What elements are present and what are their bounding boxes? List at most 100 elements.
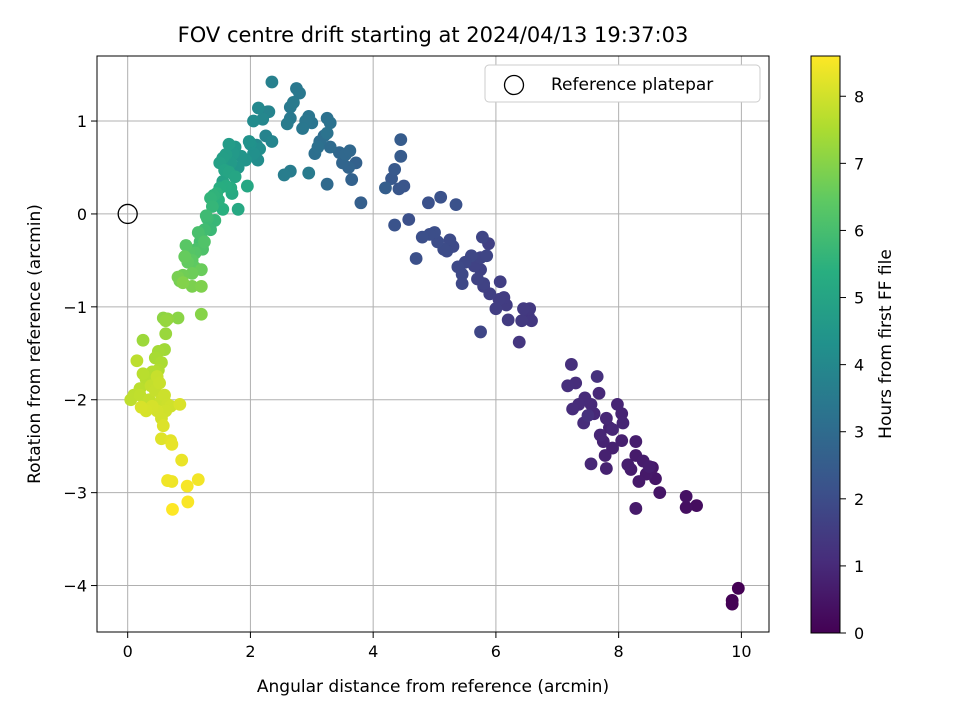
y-tick-label: 0 bbox=[77, 205, 87, 224]
colorbar-tick-label: 5 bbox=[854, 289, 864, 308]
scatter-point bbox=[599, 411, 613, 425]
scatter-point bbox=[205, 200, 219, 213]
reference-marker bbox=[117, 203, 138, 225]
scatter-point bbox=[265, 75, 279, 89]
x-tick-label: 4 bbox=[368, 642, 378, 661]
scatter-point bbox=[679, 489, 693, 503]
scatter-point bbox=[451, 260, 465, 274]
scatter-point bbox=[171, 311, 185, 325]
scatter-point bbox=[153, 376, 166, 390]
y-tick-label: 1 bbox=[77, 112, 87, 131]
x-tick-label: 2 bbox=[245, 642, 255, 661]
scatter-point bbox=[501, 313, 515, 327]
scatter-point bbox=[480, 249, 494, 263]
scatter-point bbox=[242, 135, 256, 148]
scatter-point bbox=[443, 233, 457, 247]
scatter-point bbox=[449, 198, 463, 212]
colorbar-tick-label: 8 bbox=[854, 87, 864, 106]
y-tick-label: −4 bbox=[63, 577, 87, 596]
scatter-point bbox=[323, 140, 337, 154]
scatter-point bbox=[561, 379, 575, 393]
scatter-point bbox=[247, 114, 260, 128]
scatter-point bbox=[629, 435, 643, 448]
scatter-point bbox=[632, 475, 646, 488]
scatter-point bbox=[286, 96, 300, 109]
scatter-point bbox=[136, 333, 150, 347]
scatter-point bbox=[231, 202, 245, 216]
colorbar-tick-label: 4 bbox=[854, 356, 864, 375]
scatter-point bbox=[179, 239, 193, 252]
scatter-point bbox=[599, 462, 613, 475]
scatter-point bbox=[629, 502, 643, 515]
colorbar-tick-label: 2 bbox=[854, 490, 864, 509]
scatter-point bbox=[323, 116, 337, 130]
scatter-point bbox=[564, 358, 578, 371]
x-axis-ticks: 0 2 4 6 8 10 bbox=[123, 632, 752, 661]
plot-frame bbox=[96, 55, 770, 633]
x-tick-label: 8 bbox=[614, 642, 624, 661]
scatter-point bbox=[615, 434, 629, 448]
scatter-point bbox=[598, 449, 612, 462]
scatter-point bbox=[181, 495, 195, 509]
scatter-point bbox=[191, 473, 205, 487]
scatter-point bbox=[345, 173, 359, 186]
scatter-point bbox=[320, 126, 334, 140]
scatter-point bbox=[178, 250, 192, 264]
scatter-point bbox=[621, 458, 635, 472]
scatter-point bbox=[194, 307, 208, 321]
scatter-point bbox=[592, 386, 606, 400]
scatter-point bbox=[489, 302, 503, 316]
chart-title: FOV centre drift starting at 2024/04/13 … bbox=[178, 23, 689, 47]
scatter-point bbox=[161, 474, 174, 487]
scatter-point bbox=[199, 209, 213, 223]
colorbar-tick-label: 1 bbox=[854, 557, 864, 576]
scatter-point bbox=[434, 190, 448, 204]
scatter-point bbox=[611, 397, 624, 411]
scatter-point bbox=[228, 170, 242, 184]
scatter-point bbox=[415, 230, 429, 244]
y-tick-label: −2 bbox=[63, 391, 87, 410]
scatter-point bbox=[517, 302, 530, 316]
scatter-point bbox=[173, 397, 187, 411]
scatter-point bbox=[394, 149, 408, 163]
colorbar-tick-label: 7 bbox=[854, 154, 864, 173]
scatter-point bbox=[474, 325, 487, 339]
scatter-point bbox=[584, 457, 598, 471]
scatter-point bbox=[159, 314, 173, 328]
x-tick-label: 0 bbox=[123, 642, 133, 661]
scatter-point bbox=[130, 354, 144, 368]
scatter-point bbox=[493, 275, 507, 289]
scatter-point bbox=[175, 453, 189, 467]
y-axis-label: Rotation from reference (arcmin) bbox=[25, 204, 45, 484]
scatter-point bbox=[277, 168, 291, 182]
legend-box bbox=[484, 64, 761, 103]
scatter-point bbox=[679, 501, 693, 514]
scatter-point bbox=[134, 400, 148, 414]
scatter-points bbox=[124, 75, 745, 611]
scatter-point bbox=[222, 137, 236, 151]
scatter-point bbox=[265, 135, 279, 148]
scatter-point bbox=[642, 460, 656, 474]
scatter-point bbox=[197, 235, 211, 249]
scatter-point bbox=[593, 428, 607, 442]
scatter-point bbox=[180, 479, 194, 493]
scatter-point bbox=[302, 166, 316, 180]
grid bbox=[97, 56, 769, 632]
scatter-point bbox=[240, 179, 254, 193]
scatter-point bbox=[690, 499, 703, 513]
colorbar-tick-label: 0 bbox=[854, 624, 864, 643]
scatter-point bbox=[409, 252, 423, 265]
scatter-point bbox=[616, 416, 630, 430]
scatter-point bbox=[725, 597, 739, 611]
scatter-point bbox=[194, 280, 208, 293]
scatter-point bbox=[280, 117, 294, 131]
x-axis-label: Angular distance from reference (arcmin) bbox=[257, 677, 609, 697]
scatter-point bbox=[566, 402, 580, 416]
scatter-point bbox=[515, 314, 529, 328]
scatter-point bbox=[392, 182, 406, 196]
scatter-point bbox=[156, 419, 170, 433]
legend: Reference platepar bbox=[484, 64, 761, 103]
scatter-point bbox=[731, 581, 745, 595]
scatter-point bbox=[320, 177, 334, 191]
